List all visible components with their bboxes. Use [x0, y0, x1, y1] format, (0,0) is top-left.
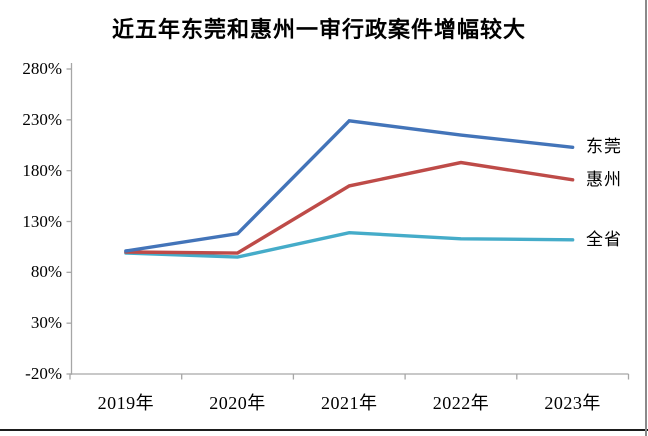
series-line [124, 230, 575, 259]
y-axis-label: 180% [22, 160, 62, 180]
x-axis-category-label: 2021年 [321, 393, 378, 413]
page-bottom-border [0, 429, 648, 432]
x-axis-category-label: 2022年 [432, 393, 490, 413]
series-line [124, 119, 575, 253]
series-end-label: 全省 [586, 229, 622, 249]
x-axis-category-label: 2019年 [97, 393, 155, 413]
series-line [124, 160, 575, 255]
page-right-border [645, 0, 647, 436]
y-axis-label: 130% [22, 211, 62, 231]
x-axis-category-label: 2023年 [544, 393, 601, 413]
series-end-label: 惠州 [586, 169, 622, 189]
y-axis-label: -20% [25, 364, 62, 383]
y-axis-label: 230% [22, 109, 62, 129]
y-axis-label: 80% [30, 262, 62, 282]
x-axis-category-label: 2020年 [209, 393, 266, 413]
y-axis-label: 280% [22, 59, 62, 78]
series-end-label: 东莞 [586, 137, 622, 157]
y-axis-label: 30% [30, 313, 62, 333]
chart-title: 近五年东莞和惠州一审行政案件增幅较大 [111, 17, 526, 42]
